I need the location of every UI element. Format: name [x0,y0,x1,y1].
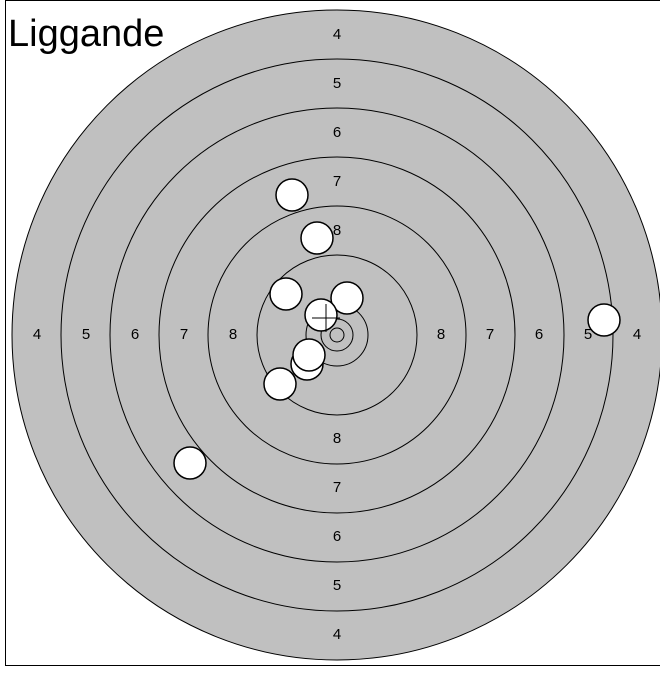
ring-label: 6 [333,528,341,545]
ring-labels: 4 4 4 4 5 5 5 5 6 6 6 6 7 7 7 7 8 8 8 8 [33,26,641,643]
ring-label: 4 [333,26,341,43]
ring [158,156,516,514]
ring-label: 4 [633,326,641,343]
shot [263,367,297,401]
ring-label: 6 [131,326,139,343]
ring-label: 8 [333,222,341,239]
shot [304,298,338,332]
ring-label: 4 [333,626,341,643]
ring [256,254,418,416]
ring [109,107,565,563]
crosshair [312,304,340,332]
shot [269,277,303,311]
ring-label: 6 [333,124,341,141]
shot [300,221,334,255]
ring-label: 4 [33,326,41,343]
ring-label: 5 [82,326,90,343]
ring-label: 7 [333,173,341,190]
ring-label: 6 [535,326,543,343]
target-face [11,9,660,661]
ring-label: 7 [333,479,341,496]
shot [587,303,621,337]
ring-label: 5 [584,326,592,343]
shot [173,446,207,480]
ring-label: 5 [333,75,341,92]
shots [173,178,621,480]
shot [330,281,364,315]
ring-label: 7 [180,326,188,343]
rings [60,58,614,612]
shot [292,338,326,372]
ring-label: 8 [333,430,341,447]
ring-label: 7 [486,326,494,343]
shot [275,178,309,212]
ring [60,58,614,612]
ring [207,205,467,465]
ring-label: 5 [333,577,341,594]
ring [329,327,345,343]
title: Liggande [8,13,164,55]
ring-label: 8 [437,326,445,343]
ring-label: 8 [229,326,237,343]
